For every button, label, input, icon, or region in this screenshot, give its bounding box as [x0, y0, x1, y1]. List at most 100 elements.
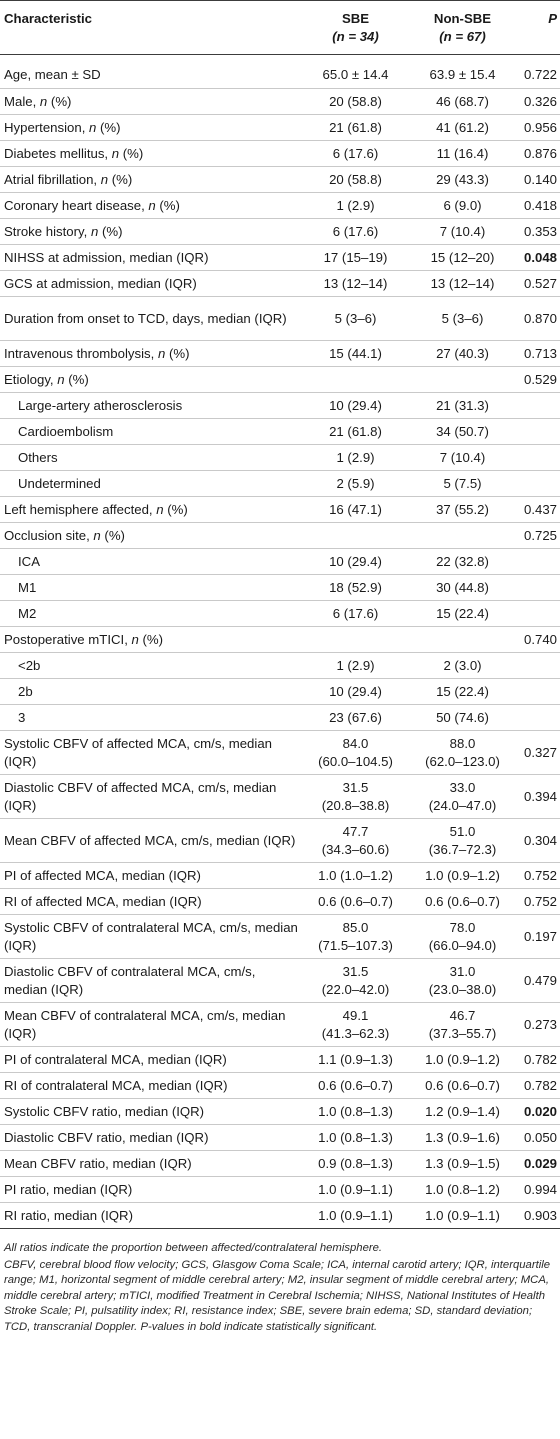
- row-label: Coronary heart disease, n (%): [4, 197, 180, 213]
- row-label: Systolic CBFV ratio, median (IQR): [4, 1103, 205, 1119]
- p-value: 0.479: [523, 972, 557, 988]
- p-value: 0.273: [523, 1016, 557, 1032]
- nonsbe-value: 1.3 (0.9–1.5): [425, 1155, 500, 1171]
- nonsbe-value: 11 (16.4): [436, 145, 489, 161]
- row-label: Mean CBFV ratio, median (IQR): [4, 1155, 192, 1171]
- nonsbe-value: 0.6 (0.6–0.7): [425, 1077, 500, 1093]
- table-row: Duration from onset to TCD, days, median…: [0, 297, 560, 341]
- nonsbe-value: 50 (74.6): [436, 709, 489, 725]
- sbe-value: 21 (61.8): [329, 119, 382, 135]
- table-row: Etiology, n (%) 0.529: [0, 367, 560, 393]
- nonsbe-value: 63.9 ± 15.4: [429, 66, 496, 82]
- row-label: Undetermined: [18, 475, 101, 491]
- table-row: Left hemisphere affected, n (%) 16 (47.1)…: [0, 497, 560, 523]
- p-value: 0.527: [523, 275, 557, 291]
- nonsbe-value: 78.0 (66.0–94.0): [428, 919, 497, 953]
- p-value: 0.870: [523, 310, 557, 326]
- row-label: Mean CBFV of affected MCA, cm/s, median …: [4, 832, 296, 848]
- nonsbe-value: 30 (44.8): [436, 579, 489, 595]
- p-value: 0.713: [523, 345, 557, 361]
- p-value: 0.327: [523, 744, 557, 760]
- nonsbe-value: 1.0 (0.8–1.2): [425, 1181, 500, 1197]
- row-label: Large-artery atherosclerosis: [18, 397, 183, 413]
- sbe-value: 5 (3–6): [334, 310, 377, 326]
- nonsbe-value: [411, 367, 514, 393]
- sbe-value: 0.6 (0.6–0.7): [318, 893, 393, 909]
- p-value: [514, 549, 560, 575]
- sbe-value: 23 (67.6): [329, 709, 382, 725]
- nonsbe-value: 21 (31.3): [436, 397, 489, 413]
- p-value: 0.394: [523, 788, 557, 804]
- header-sbe: SBE (n = 34): [332, 11, 379, 44]
- row-label: Stroke history, n (%): [4, 223, 123, 239]
- table-row: Diastolic CBFV ratio, median (IQR) 1.0 (0…: [0, 1125, 560, 1151]
- row-label: Diastolic CBFV ratio, median (IQR): [4, 1129, 209, 1145]
- row-label: Duration from onset to TCD, days, median…: [4, 310, 287, 326]
- row-label: Etiology, n (%): [4, 371, 89, 387]
- table-row: RI of contralateral MCA, median (IQR) 0.6…: [0, 1073, 560, 1099]
- sbe-value: 85.0 (71.5–107.3): [318, 919, 393, 953]
- nonsbe-value: 5 (7.5): [443, 475, 482, 491]
- nonsbe-value: 2 (3.0): [443, 657, 482, 673]
- sbe-value: 65.0 ± 14.4: [322, 66, 389, 82]
- table-row: Stroke history, n (%) 6 (17.6) 7 (10.4) 0.3…: [0, 219, 560, 245]
- p-value: 0.740: [523, 631, 557, 647]
- p-value: 0.437: [523, 501, 557, 517]
- nonsbe-value: 46.7 (37.3–55.7): [428, 1007, 497, 1041]
- p-value: 0.903: [523, 1207, 557, 1223]
- sbe-value: 6 (17.6): [332, 145, 379, 161]
- sbe-value: 1.1 (0.9–1.3): [318, 1051, 393, 1067]
- p-value: 0.029: [523, 1155, 557, 1171]
- characteristics-table: Characteristic SBE (n = 34) Non-SBE (n = 6…: [0, 0, 560, 1229]
- table-row: Coronary heart disease, n (%) 1 (2.9) 6 (9…: [0, 193, 560, 219]
- table-row: PI of affected MCA, median (IQR) 1.0 (1.0…: [0, 863, 560, 889]
- table-row: Diabetes mellitus, n (%) 6 (17.6) 11 (16.4…: [0, 141, 560, 167]
- sbe-value: 2 (5.9): [336, 475, 375, 491]
- p-value: [514, 601, 560, 627]
- table-row: Hypertension, n (%) 21 (61.8) 41 (61.2) 0.9…: [0, 115, 560, 141]
- p-value: 0.353: [523, 223, 557, 239]
- sbe-value: 1.0 (0.8–1.3): [318, 1103, 393, 1119]
- header-p: P: [548, 11, 557, 26]
- p-value: 0.304: [523, 832, 557, 848]
- nonsbe-value: 37 (55.2): [436, 501, 489, 517]
- p-value: 0.326: [523, 93, 557, 109]
- p-value: 0.050: [523, 1129, 557, 1145]
- row-label: GCS at admission, median (IQR): [4, 275, 197, 291]
- p-value: 0.197: [523, 928, 557, 944]
- table-row: 2b 10 (29.4) 15 (22.4): [0, 679, 560, 705]
- footnote-abbreviations: CBFV, cerebral blood flow velocity; GCS,…: [4, 1258, 551, 1333]
- p-value: 0.048: [523, 249, 557, 265]
- sbe-value: 13 (12–14): [323, 275, 388, 291]
- sbe-value: 1.0 (0.8–1.3): [318, 1129, 393, 1145]
- row-label: 3: [18, 709, 26, 725]
- p-value: 0.529: [523, 371, 557, 387]
- sbe-value: [300, 627, 411, 653]
- row-label: PI ratio, median (IQR): [4, 1181, 133, 1197]
- row-label: Male, n (%): [4, 93, 72, 109]
- nonsbe-value: 41 (61.2): [436, 119, 489, 135]
- row-label: Systolic CBFV of contralateral MCA, cm/s…: [4, 919, 298, 953]
- nonsbe-value: 46 (68.7): [436, 93, 489, 109]
- table-row: Male, n (%) 20 (58.8) 46 (68.7) 0.326: [0, 89, 560, 115]
- sbe-value: 31.5 (22.0–42.0): [321, 963, 390, 997]
- table-row: Mean CBFV of contralateral MCA, cm/s, me…: [0, 1003, 560, 1047]
- p-value: 0.994: [523, 1181, 557, 1197]
- table-row: Large-artery atherosclerosis 10 (29.4) 21 …: [0, 393, 560, 419]
- row-label: Mean CBFV of contralateral MCA, cm/s, me…: [4, 1007, 286, 1041]
- nonsbe-value: 88.0 (62.0–123.0): [425, 735, 500, 769]
- table-header: Characteristic SBE (n = 34) Non-SBE (n = 6…: [0, 0, 560, 55]
- nonsbe-value: 6 (9.0): [443, 197, 482, 213]
- table-row: NIHSS at admission, median (IQR) 17 (15–1…: [0, 245, 560, 271]
- table-row: <2b 1 (2.9) 2 (3.0): [0, 653, 560, 679]
- table-footnote: All ratios indicate the proportion betwe…: [0, 1229, 560, 1336]
- sbe-value: 17 (15–19): [323, 249, 388, 265]
- table-row: Diastolic CBFV of contralateral MCA, cm/…: [0, 959, 560, 1003]
- sbe-value: 6 (17.6): [332, 223, 379, 239]
- row-label: Hypertension, n (%): [4, 119, 121, 135]
- p-value: [514, 575, 560, 601]
- row-label: Postoperative mTICI, n (%): [4, 631, 164, 647]
- sbe-value: 1 (2.9): [336, 657, 375, 673]
- table-row: PI ratio, median (IQR) 1.0 (0.9–1.1) 1.0 (…: [0, 1177, 560, 1203]
- sbe-value: 21 (61.8): [329, 423, 382, 439]
